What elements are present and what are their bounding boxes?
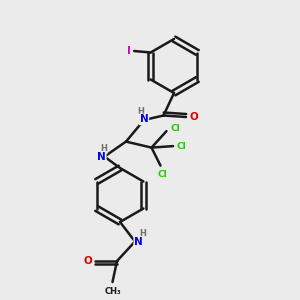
- Text: H: H: [100, 144, 107, 153]
- Text: Cl: Cl: [177, 142, 186, 151]
- Text: I: I: [127, 46, 131, 56]
- Text: Cl: Cl: [157, 169, 167, 178]
- Text: Cl: Cl: [170, 124, 180, 133]
- Text: H: H: [139, 230, 146, 238]
- Text: N: N: [140, 114, 148, 124]
- Text: O: O: [83, 256, 92, 266]
- Text: O: O: [189, 112, 198, 122]
- Text: N: N: [97, 152, 106, 162]
- Text: N: N: [134, 237, 143, 247]
- Text: H: H: [137, 107, 144, 116]
- Text: CH₃: CH₃: [104, 286, 121, 296]
